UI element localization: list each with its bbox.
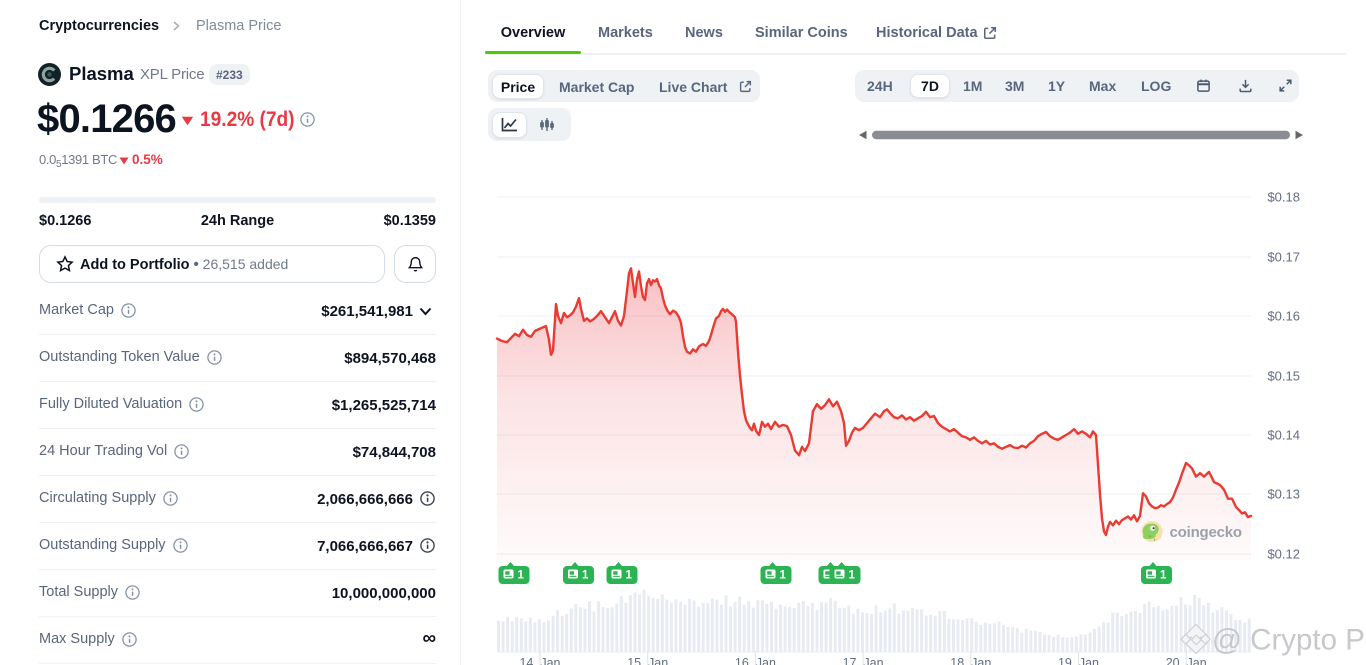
svg-text:@ Crypto PM: @ Crypto PM (1212, 624, 1366, 657)
svg-text:17. Jan: 17. Jan (843, 656, 884, 665)
svg-text:$0.17: $0.17 (1267, 250, 1300, 265)
svg-text:$0.16: $0.16 (1267, 309, 1300, 324)
svg-text:$0.12: $0.12 (1267, 547, 1300, 562)
svg-text:$0.18: $0.18 (1267, 190, 1300, 205)
svg-text:coingecko: coingecko (1170, 524, 1242, 541)
svg-text:1: 1 (849, 570, 856, 582)
svg-text:1: 1 (1160, 570, 1167, 582)
svg-text:14. Jan: 14. Jan (519, 656, 560, 665)
svg-text:18. Jan: 18. Jan (950, 656, 991, 665)
svg-text:1: 1 (582, 570, 589, 582)
svg-text:16. Jan: 16. Jan (735, 656, 776, 665)
svg-text:$0.13: $0.13 (1267, 487, 1300, 502)
svg-text:19. Jan: 19. Jan (1058, 656, 1099, 665)
svg-text:15. Jan: 15. Jan (627, 656, 668, 665)
svg-text:1: 1 (518, 570, 525, 582)
svg-text:$0.15: $0.15 (1267, 369, 1300, 384)
svg-text:$0.14: $0.14 (1267, 428, 1300, 443)
svg-text:1: 1 (626, 570, 633, 582)
svg-text:20. Jan: 20. Jan (1166, 656, 1207, 665)
svg-text:1: 1 (780, 570, 787, 582)
